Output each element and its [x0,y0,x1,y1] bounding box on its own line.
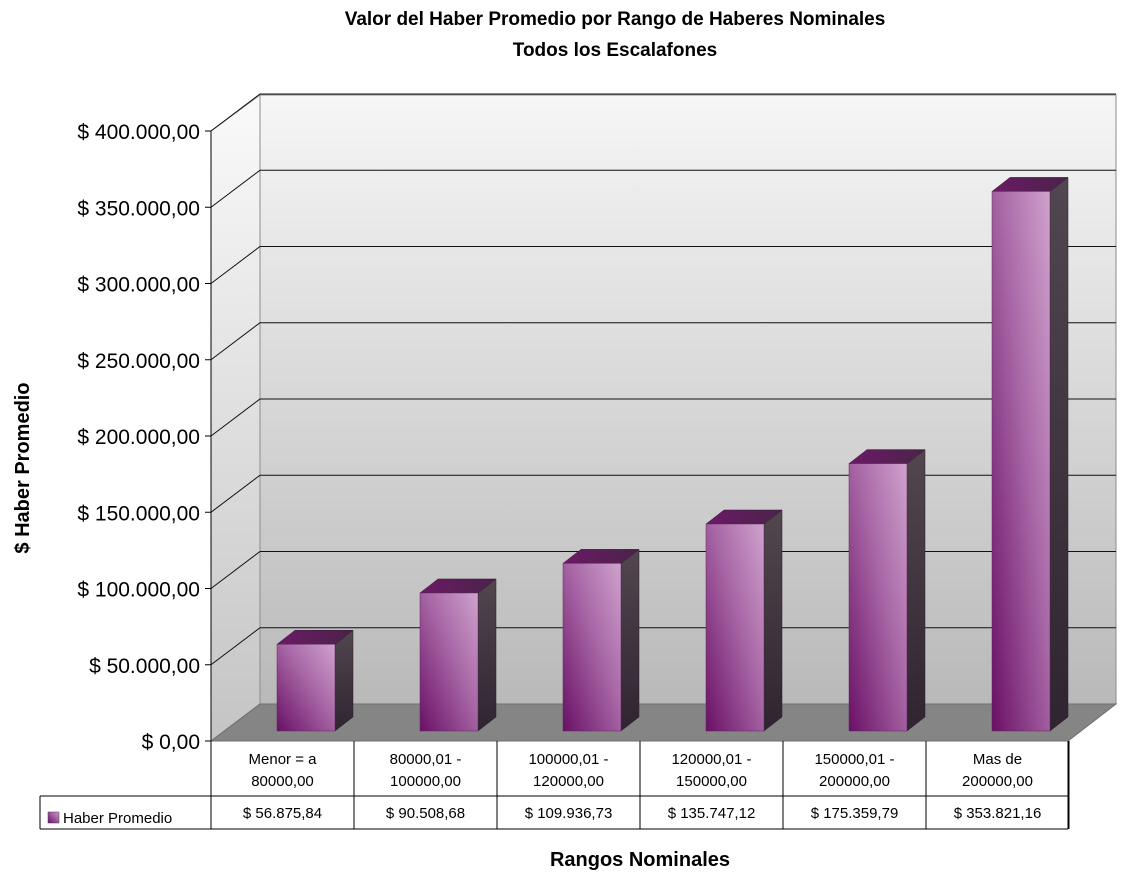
gridline [210,169,1116,208]
chart-subtitle: Todos los Escalafones [513,40,717,61]
x-category-label: 100000,01 - [528,751,608,768]
y-tick-label: $ 0,00 [142,731,200,754]
data-label: $ 109.936,73 [525,805,613,822]
bar [562,548,640,732]
chart-title: Valor del Haber Promedio por Rango de Ha… [345,9,886,30]
gridlines [210,93,1116,666]
x-category-label: 80000,01 - [390,751,462,768]
gridline [210,474,1116,513]
x-category-label: Menor = a [249,751,318,768]
x-category-label: 120000,00 [533,773,604,790]
bar [276,629,354,732]
legend-swatch [47,811,60,824]
y-tick-label: $ 350.000,00 [77,197,200,220]
y-tick-label: $ 250.000,00 [77,350,200,373]
y-tick-label: $ 100.000,00 [77,579,200,602]
x-category-label: 200000,00 [962,773,1033,790]
y-tick-label: $ 200.000,00 [77,426,200,449]
x-category-label: Mas de [973,751,1022,768]
y-axis-title: $ Haber Promedio [12,382,34,553]
x-category-label: 150000,00 [676,773,747,790]
y-tick-label: $ 150.000,00 [77,502,200,525]
bar [848,449,926,732]
x-category-label: 150000,01 - [814,751,894,768]
gridline [210,93,1116,132]
x-category-label: 120000,01 - [671,751,751,768]
gridline [210,398,1116,437]
gridline [210,551,1116,589]
data-label: $ 135.747,12 [668,805,756,822]
y-tick-label: $ 300.000,00 [77,274,200,297]
data-label: $ 90.508,68 [386,805,465,822]
gridline [210,322,1116,361]
x-category-label: 80000,00 [251,773,314,790]
gridline [210,246,1116,284]
bar [705,509,783,732]
legend-label: Haber Promedio [63,810,172,827]
bars-group [276,176,1069,732]
y-tick-label: $ 50.000,00 [89,655,200,678]
x-axis-title: Rangos Nominales [550,849,730,871]
y-tick-label: $ 400.000,00 [77,121,200,144]
x-category-label: 200000,00 [819,773,890,790]
data-label: $ 175.359,79 [811,805,899,822]
gridline [210,627,1116,666]
bar [991,176,1069,732]
x-category-label: 100000,00 [390,773,461,790]
data-label: $ 56.875,84 [243,805,322,822]
y-axis-ticks: $ 0,00 $ 50.000,00 $ 100.000,00 $ 150.000,0… [77,121,211,754]
data-table: Menor = a 80000,00 $ 56.875,84 80000,01 - 10… [39,741,1070,830]
data-label: $ 353.821,16 [954,805,1042,822]
bar [419,578,497,732]
